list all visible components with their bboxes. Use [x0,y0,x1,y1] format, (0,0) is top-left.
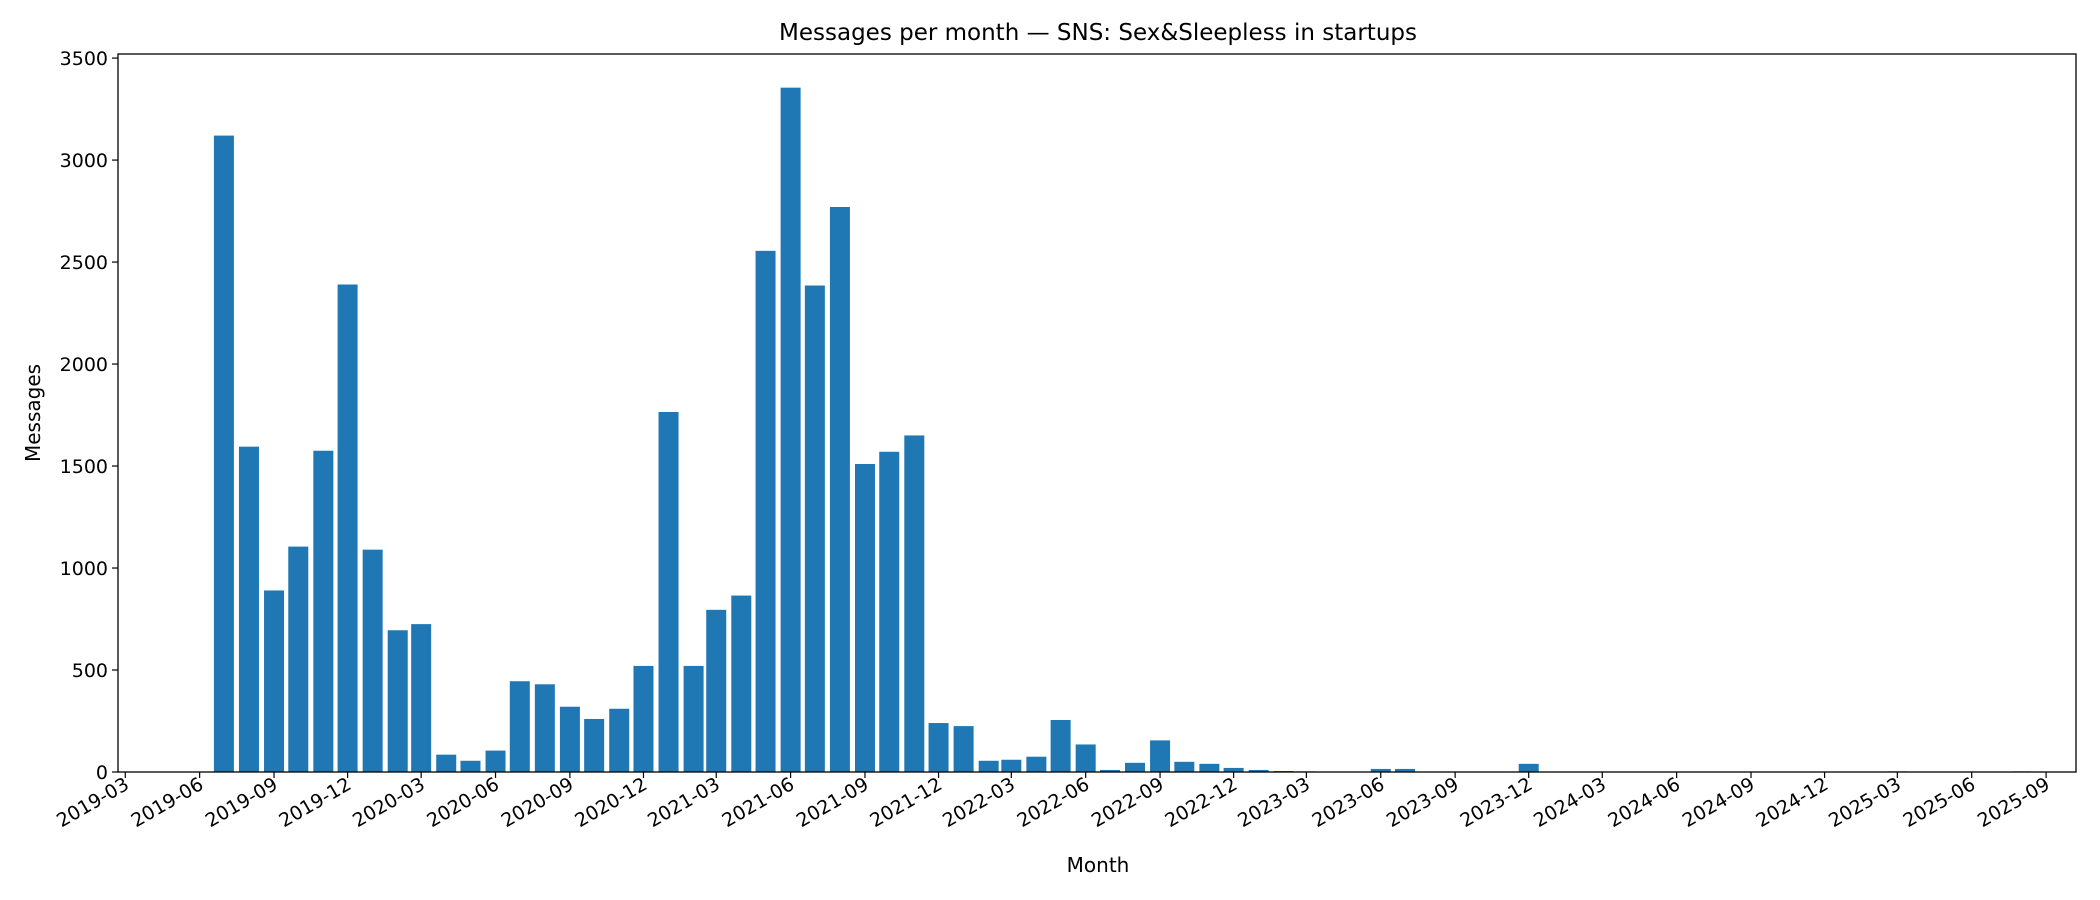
x-tick-label: 2023-06 [1309,773,1389,832]
bar-2022-02 [978,760,999,772]
bar-2022-04 [1026,756,1047,772]
bar-2020-05 [460,760,481,772]
x-axis-label: Month [1067,853,1130,877]
bar-2019-12 [337,284,358,772]
bar-2021-04 [731,595,752,772]
y-tick-label: 3500 [60,48,108,70]
x-tick-label: 2019-12 [275,773,355,832]
y-tick-label: 1000 [60,558,108,580]
x-tick-label: 2025-03 [1825,773,1905,832]
y-axis-ticks: 0 500 1000 1500 2000 2500 3000 3500 [60,48,118,784]
bar-2022-06 [1075,744,1096,772]
bar-2020-04 [436,754,457,772]
x-tick-label: 2021-12 [866,773,946,832]
bar-2022-01 [953,726,974,772]
bar-2022-12 [1223,767,1244,772]
bar-2020-10 [584,718,605,772]
bar-2023-07 [1395,768,1416,772]
x-tick-label: 2021-06 [718,773,798,832]
bar-2019-09 [264,590,285,772]
bars [213,87,2032,773]
bar-2020-08 [534,684,555,772]
bar-2019-07 [213,135,234,773]
bar-2022-11 [1199,763,1220,772]
bar-2021-03 [706,609,727,772]
x-tick-label: 2022-03 [939,773,1019,832]
bar-2021-10 [879,451,900,772]
x-tick-label: 2020-12 [571,773,651,832]
x-tick-label: 2023-12 [1456,773,1536,832]
x-tick-label: 2024-09 [1679,773,1759,832]
bar-2023-01 [1248,769,1269,772]
bar-2021-12 [928,723,949,772]
y-tick-label: 500 [72,660,108,682]
x-tick-label: 2022-12 [1161,773,1241,832]
bar-2022-09 [1150,740,1171,772]
x-tick-label: 2024-12 [1752,773,1832,832]
x-tick-label: 2024-03 [1530,773,1610,832]
bar-2021-08 [829,206,850,773]
bar-2020-01 [362,549,383,772]
x-tick-label: 2020-03 [349,773,429,832]
x-axis-ticks: 2019-032019-062019-092019-122020-032020-… [53,772,2054,832]
x-tick-label: 2022-09 [1088,773,1168,832]
x-tick-label: 2020-06 [423,773,503,832]
x-tick-label: 2019-09 [202,773,282,832]
bar-2023-12 [1518,763,1539,772]
bar-2021-09 [854,463,875,772]
bar-2022-03 [1001,759,1022,772]
y-tick-label: 2500 [60,252,108,274]
x-tick-label: 2019-03 [53,773,133,832]
y-tick-label: 3000 [60,150,108,172]
chart-title: Messages per month — SNS: Sex&Sleepless … [779,20,1417,46]
y-axis-label: Messages [21,364,45,462]
bar-2021-06 [780,87,801,772]
bar-2021-11 [904,435,925,772]
y-tick-label: 0 [96,762,108,784]
bar-2022-08 [1125,762,1145,772]
bar-2021-02 [683,665,704,772]
x-tick-label: 2025-09 [1974,773,2054,832]
bar-2020-11 [609,708,630,772]
y-tick-label: 1500 [60,456,108,478]
bar-2019-11 [313,450,334,772]
x-tick-label: 2024-06 [1604,773,1684,832]
x-tick-label: 2023-03 [1234,773,1314,832]
x-tick-label: 2022-06 [1013,773,1093,832]
bar-2019-08 [238,446,259,772]
bar-2023-06 [1370,768,1391,772]
bar-2022-07 [1099,769,1120,772]
bar-2020-09 [559,706,580,772]
bar-2020-07 [509,681,530,772]
bar-2022-10 [1174,761,1195,772]
x-tick-label: 2023-09 [1383,773,1463,832]
bar-2020-06 [485,750,506,772]
plot-frame [117,53,2077,773]
bar-2021-05 [755,250,776,773]
bar-2021-01 [658,411,679,772]
bar-2020-02 [387,630,408,772]
x-tick-label: 2021-03 [644,773,724,832]
bar-2020-12 [633,665,654,772]
y-tick-label: 2000 [60,354,108,376]
bar-2022-05 [1050,719,1071,772]
x-tick-label: 2019-06 [127,773,207,832]
x-tick-label: 2021-09 [793,773,873,832]
bar-2021-07 [804,285,825,772]
bar-2020-03 [411,624,432,772]
bar-2019-10 [288,546,309,772]
x-tick-label: 2025-06 [1899,773,1979,832]
x-tick-label: 2020-09 [498,773,578,832]
